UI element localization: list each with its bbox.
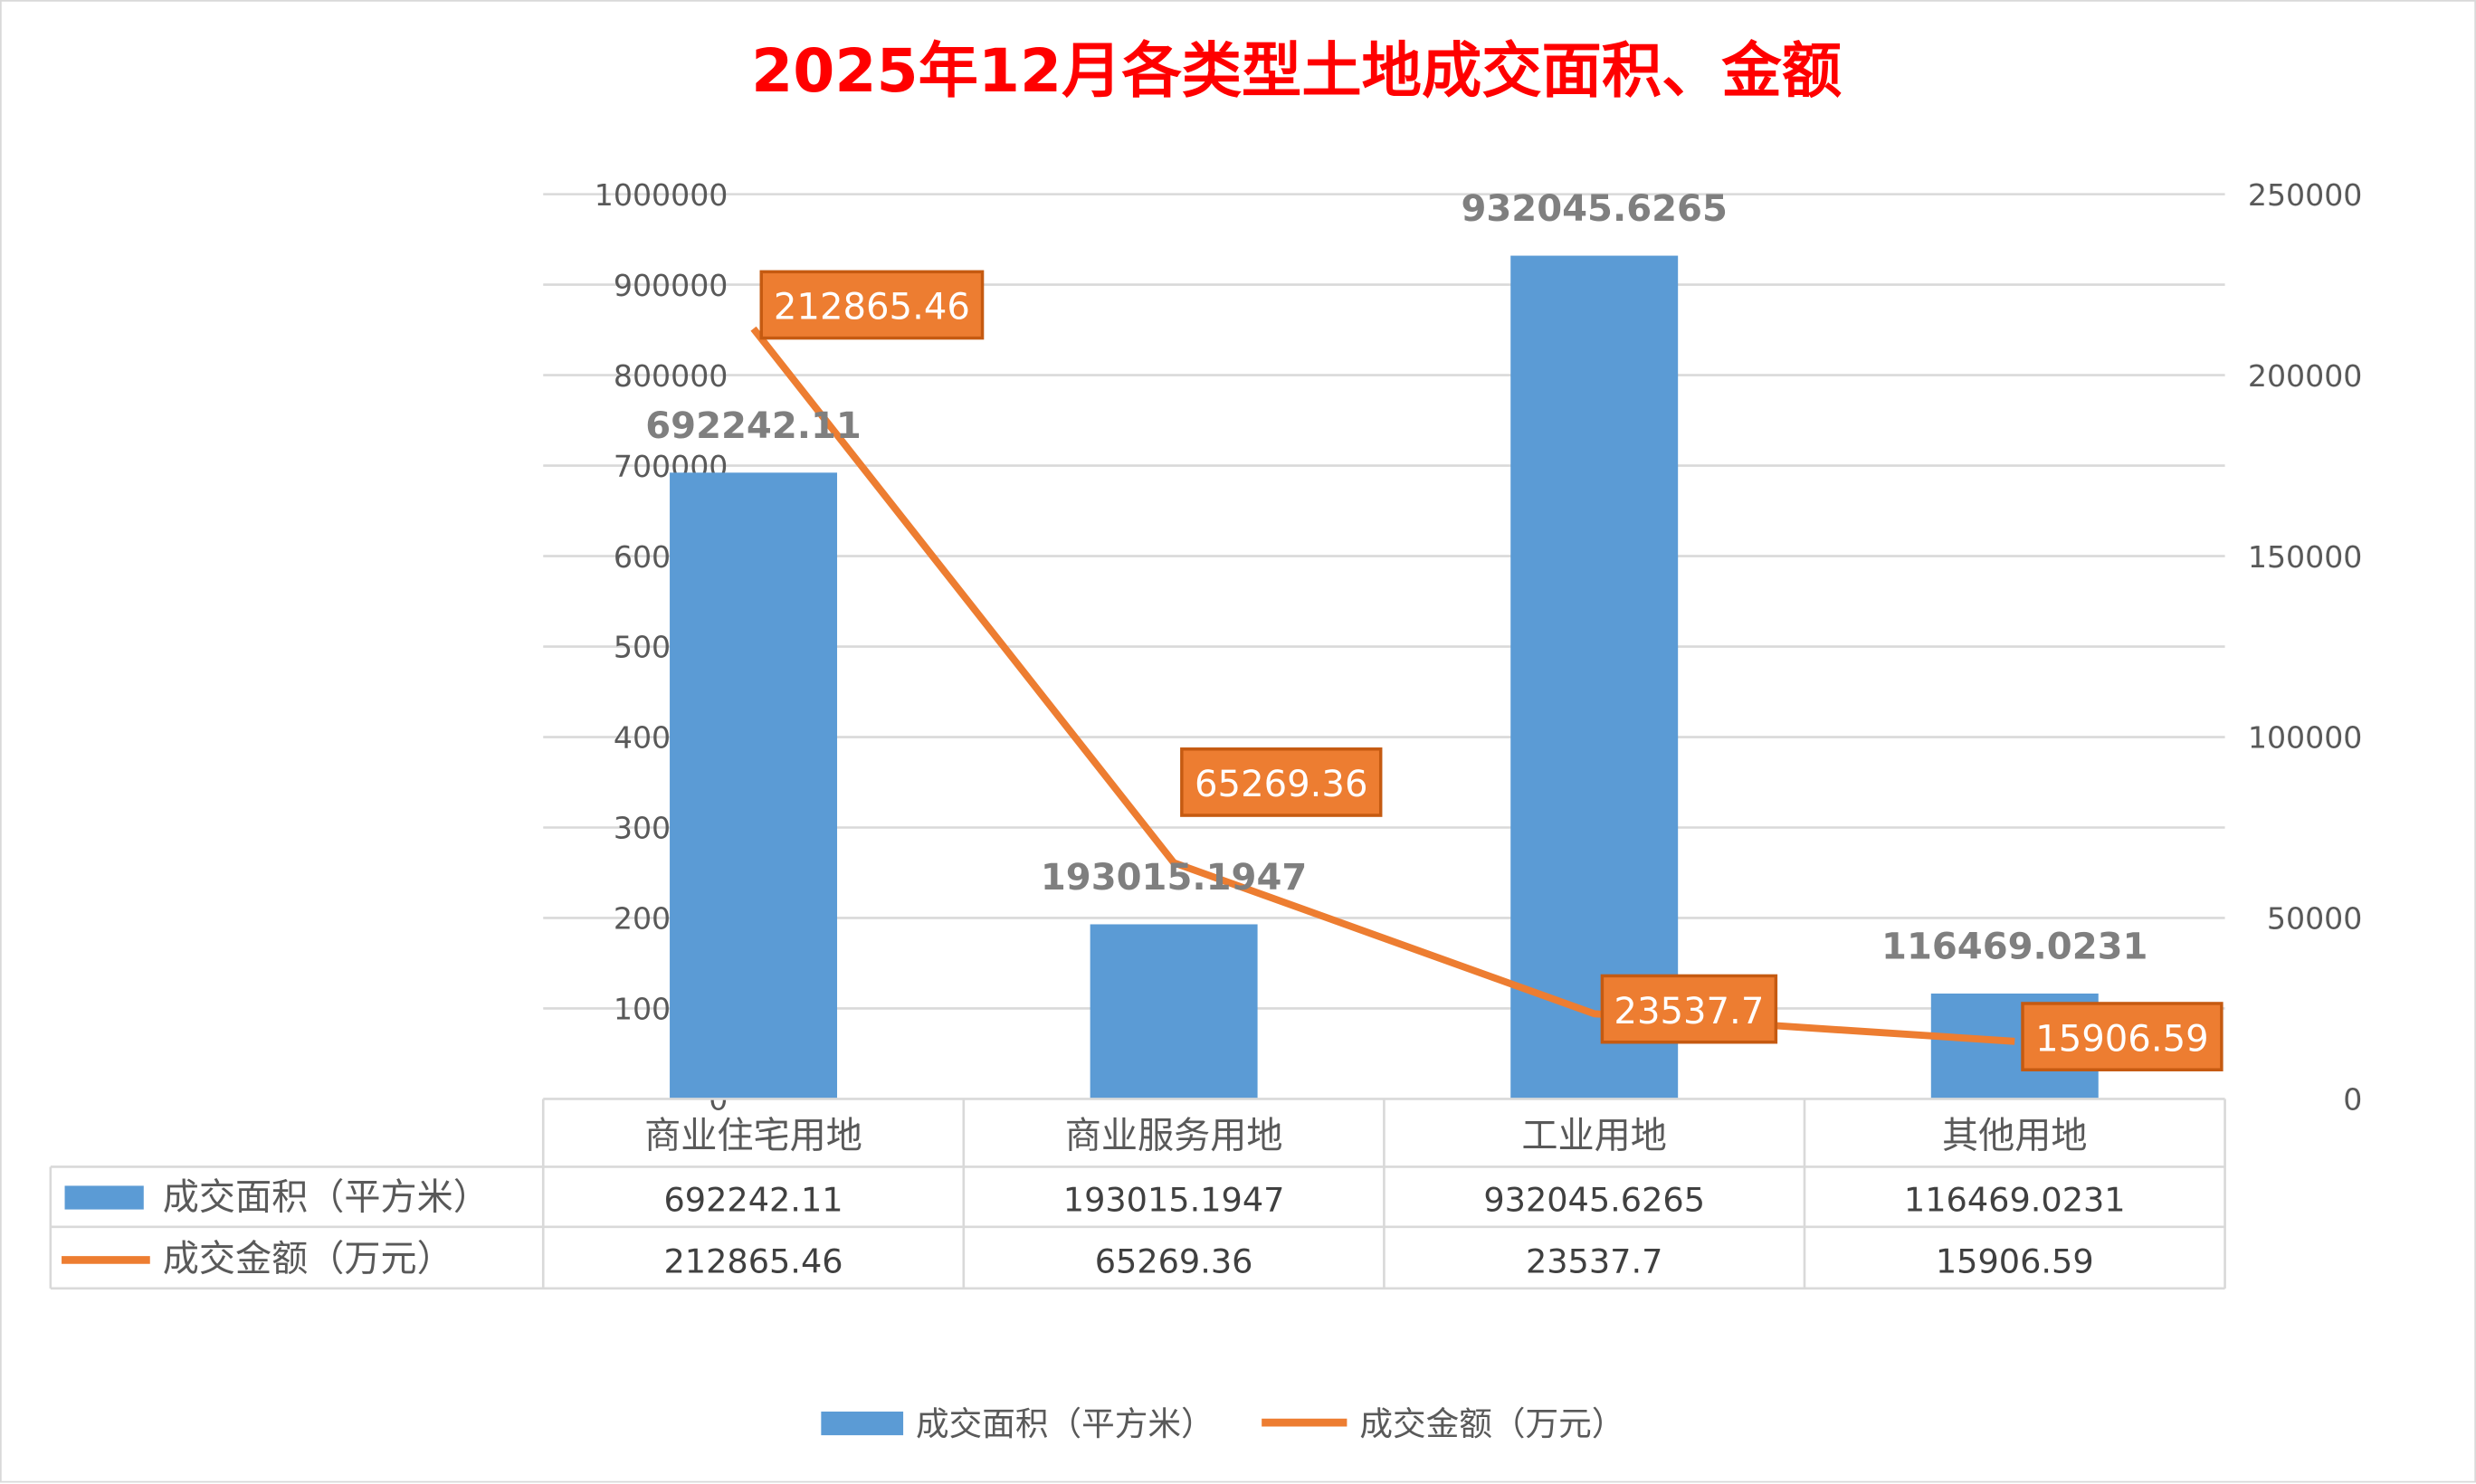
right-axis-tick: 250000 [2248, 177, 2363, 213]
category-label: 其他用地 [1942, 1116, 2088, 1157]
category-label: 商业住宅用地 [644, 1116, 862, 1157]
line-label-box [2021, 1002, 2224, 1071]
line-data-label: 65269.36 [1195, 764, 1367, 805]
bar-data-label: 193015.1947 [1041, 857, 1307, 899]
line-data-label: 212865.46 [774, 287, 970, 328]
bar-1 [1090, 924, 1258, 1099]
legend-item-area: 成交面积（平方米） [916, 1404, 1214, 1443]
bar-data-label: 116469.0231 [1881, 927, 2147, 968]
line-data-label: 15906.59 [2035, 1018, 2208, 1060]
table-legend-bar-key [64, 1185, 144, 1210]
bar-data-label: 932045.6265 [1461, 188, 1727, 230]
left-axis-tick: 900000 [614, 268, 729, 303]
left-axis-tick: 800000 [614, 358, 729, 394]
table-cell-amount: 212865.46 [664, 1241, 843, 1280]
right-axis-tick: 100000 [2248, 720, 2363, 756]
table-cell-area: 116469.0231 [1904, 1180, 2126, 1219]
right-axis-tick: 50000 [2267, 901, 2362, 937]
table-row-header-amount: 成交金额（万元） [163, 1239, 453, 1280]
right-axis-tick: 200000 [2248, 358, 2363, 394]
table-cell-area: 193015.1947 [1063, 1180, 1285, 1219]
table-cell-amount: 23537.7 [1526, 1241, 1662, 1280]
chart-title: 2025年12月各类型土地成交面积、金额 [751, 35, 1842, 106]
table-cell-amount: 15906.59 [1936, 1241, 2094, 1280]
line-label-box [1600, 974, 1778, 1044]
legend-item-amount: 成交金额（万元） [1359, 1404, 1624, 1443]
category-label: 商业服务用地 [1065, 1116, 1283, 1157]
bar-data-label: 692242.11 [645, 405, 862, 447]
category-label: 工业用地 [1521, 1116, 1667, 1157]
line-series [750, 326, 2015, 1045]
right-axis-tick: 150000 [2248, 539, 2363, 575]
line-label-box [1180, 747, 1383, 817]
table-row-header-area: 成交面积（平方米） [163, 1177, 490, 1219]
table-cell-amount: 65269.36 [1095, 1241, 1253, 1280]
line-data-label: 23537.7 [1614, 991, 1764, 1032]
left-axis-tick: 1000000 [595, 177, 729, 213]
line-label-box [759, 270, 985, 340]
bar-2 [1510, 255, 1679, 1099]
table-cell-area: 692242.11 [664, 1180, 843, 1219]
bar-0 [670, 472, 838, 1099]
table-cell-area: 932045.6265 [1483, 1180, 1705, 1219]
legend-bar-key [821, 1411, 904, 1436]
right-axis-tick: 0 [2343, 1082, 2362, 1118]
